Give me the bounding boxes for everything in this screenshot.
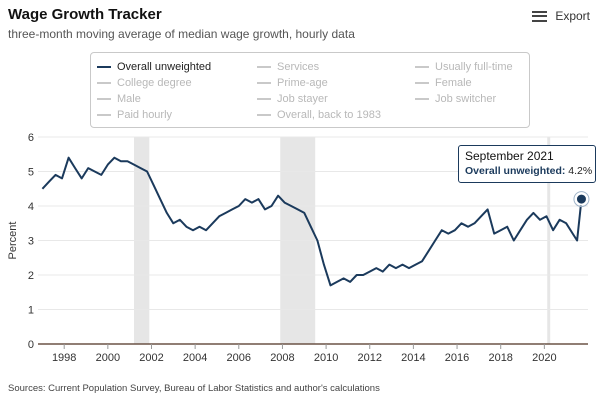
chart-subtitle: three-month moving average of median wag… <box>8 27 355 41</box>
legend-swatch <box>257 114 271 116</box>
tooltip-series: Overall unweighted <box>465 165 562 177</box>
x-tick-label: 2020 <box>532 352 556 364</box>
export-label: Export <box>555 9 590 23</box>
legend-label: Job stayer <box>277 93 328 105</box>
x-tick-label: 2016 <box>445 352 469 364</box>
x-tick-label: 2018 <box>488 352 512 364</box>
legend-item-usually-full-time[interactable]: Usually full-time <box>415 61 513 73</box>
x-tick-label: 2014 <box>401 352 425 364</box>
legend: Overall unweighted Services Usually full… <box>90 52 530 128</box>
x-tick-label: 2000 <box>96 352 120 364</box>
series-line-overall-unweighted <box>41 156 583 287</box>
legend-item-overall-unweighted[interactable]: Overall unweighted <box>97 61 211 73</box>
legend-swatch <box>415 66 429 68</box>
legend-item-male[interactable]: Male <box>97 93 141 105</box>
legend-label: Overall, back to 1983 <box>277 109 381 121</box>
legend-item-overall-back-to-1983[interactable]: Overall, back to 1983 <box>257 109 381 121</box>
x-tick-label: 2012 <box>358 352 382 364</box>
legend-label: Overall unweighted <box>117 61 212 73</box>
legend-swatch <box>415 98 429 100</box>
legend-label: Paid hourly <box>117 109 173 121</box>
legend-label: Female <box>435 77 472 89</box>
legend-item-job-stayer[interactable]: Job stayer <box>257 93 328 105</box>
legend-label: Prime-age <box>277 77 328 89</box>
legend-swatch <box>97 98 111 100</box>
legend-swatch <box>97 82 111 84</box>
legend-item-job-switcher[interactable]: Job switcher <box>415 93 496 105</box>
legend-swatch <box>97 66 111 68</box>
menu-icon <box>532 10 548 22</box>
legend-label: College degree <box>117 77 192 89</box>
x-tick-label: 1998 <box>52 352 76 364</box>
tooltip-value: 4.2% <box>568 165 593 177</box>
tooltip-line: Overall unweighted: 4.2% <box>465 165 593 177</box>
y-tick-label: 2 <box>28 270 34 282</box>
legend-swatch <box>257 66 271 68</box>
export-button[interactable]: Export <box>532 9 590 23</box>
y-tick-label: 5 <box>28 167 34 179</box>
y-axis-label: Percent <box>7 222 19 260</box>
y-tick-label: 0 <box>28 339 34 351</box>
data-tooltip: September 2021 Overall unweighted: 4.2% <box>458 145 596 183</box>
x-tick-label: 2006 <box>227 352 251 364</box>
x-tick-label: 2004 <box>183 352 207 364</box>
legend-label: Services <box>277 61 320 73</box>
x-tick-label: 2008 <box>270 352 294 364</box>
y-tick-label: 4 <box>28 201 34 213</box>
y-tick-label: 3 <box>28 236 34 248</box>
legend-swatch <box>97 114 111 116</box>
legend-label: Usually full-time <box>435 61 513 73</box>
chart-title: Wage Growth Tracker <box>8 6 162 23</box>
highlight-point-halo <box>573 191 590 208</box>
x-tick-label: 2002 <box>139 352 163 364</box>
y-tick-label: 6 <box>28 132 34 144</box>
highlight-point <box>574 192 588 206</box>
x-tick-label: 2010 <box>314 352 338 364</box>
legend-item-prime-age[interactable]: Prime-age <box>257 77 328 89</box>
legend-item-college-degree[interactable]: College degree <box>97 77 192 89</box>
tooltip-title: September 2021 <box>465 149 554 163</box>
legend-item-paid-hourly[interactable]: Paid hourly <box>97 109 172 121</box>
legend-swatch <box>257 82 271 84</box>
source-note: Sources: Current Population Survey, Bure… <box>8 383 380 394</box>
legend-label: Male <box>117 93 141 105</box>
legend-swatch <box>415 82 429 84</box>
legend-swatch <box>257 98 271 100</box>
legend-label: Job switcher <box>435 93 497 105</box>
tooltip-colon: : <box>561 165 566 177</box>
legend-item-female[interactable]: Female <box>415 77 472 89</box>
legend-item-services[interactable]: Services <box>257 61 319 73</box>
y-tick-label: 1 <box>28 305 34 317</box>
